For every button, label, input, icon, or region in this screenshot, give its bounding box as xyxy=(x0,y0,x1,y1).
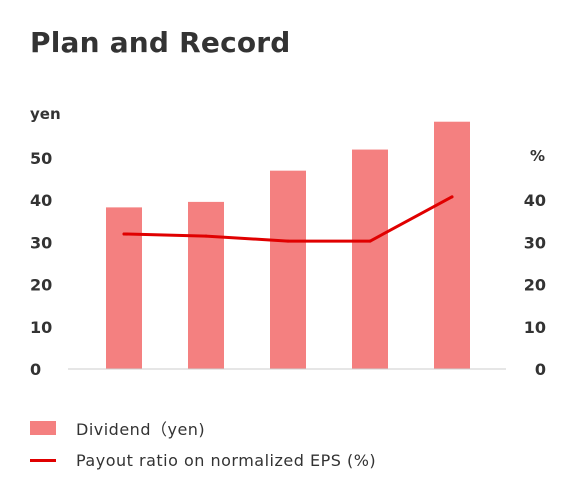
right-tick-label: 20 xyxy=(524,276,546,295)
legend-swatch-dividend xyxy=(30,421,56,435)
dividend-bar xyxy=(352,149,388,369)
payout-ratio-point xyxy=(286,239,290,243)
dividend-bar xyxy=(188,201,224,369)
dividend-bar xyxy=(270,170,306,369)
legend-item-dividend: Dividend（yen) xyxy=(30,416,205,440)
left-tick-label: 0 xyxy=(30,360,41,379)
payout-ratio-point xyxy=(204,234,208,238)
right-axis-unit: % xyxy=(530,147,545,165)
left-axis-ticks: 50 40 30 20 10 0 xyxy=(30,149,52,379)
right-tick-label: 10 xyxy=(524,318,546,337)
dividend-bar xyxy=(106,207,142,369)
payout-ratio-point xyxy=(450,195,454,199)
left-tick-label: 30 xyxy=(30,233,52,252)
legend-swatch-payout-ratio xyxy=(30,459,56,462)
bar-series xyxy=(106,121,470,369)
line-points xyxy=(122,195,454,243)
chart-title: Plan and Record xyxy=(30,26,291,59)
left-tick-label: 10 xyxy=(30,318,52,337)
legend-label-payout-ratio: Payout ratio on normalized EPS (%) xyxy=(76,451,377,470)
legend-label-dividend: Dividend（yen) xyxy=(76,420,206,439)
legend-item-payout-ratio: Payout ratio on normalized EPS (%) xyxy=(30,451,376,470)
left-tick-label: 40 xyxy=(30,191,52,210)
right-tick-label: 40 xyxy=(524,191,546,210)
left-axis-unit: yen xyxy=(30,105,61,123)
right-tick-label: 0 xyxy=(535,360,546,379)
right-tick-label: 30 xyxy=(524,233,546,252)
right-axis-ticks: 40 30 20 10 0 xyxy=(524,191,546,379)
left-tick-label: 20 xyxy=(30,276,52,295)
left-tick-label: 50 xyxy=(30,149,52,168)
payout-ratio-point xyxy=(368,239,372,243)
dividend-bar xyxy=(434,121,470,369)
payout-ratio-point xyxy=(122,232,126,236)
